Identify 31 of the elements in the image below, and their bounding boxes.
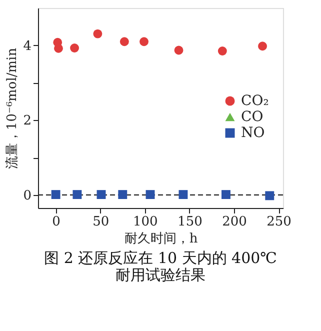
x-axis-title: 耐久时间，h	[124, 232, 198, 246]
legend-label: CO₂	[241, 93, 269, 109]
point	[93, 29, 102, 38]
y-tick-label: 4	[23, 38, 32, 54]
point	[222, 190, 230, 200]
point	[146, 190, 155, 200]
point	[120, 37, 129, 46]
point	[70, 44, 79, 52]
x-tick-label: 0	[52, 214, 60, 230]
point	[118, 190, 128, 200]
legend-label: CO	[241, 109, 264, 125]
point	[54, 44, 63, 53]
y-axis-title: 流量，10⁻⁶mol/min	[4, 47, 20, 170]
y-tick-label: 0	[23, 188, 32, 204]
legend-label: NO	[241, 125, 265, 141]
x-tick-label: 200	[222, 214, 247, 230]
x-tick-label: 250	[266, 214, 292, 230]
x-tick-label: 150	[178, 214, 202, 230]
x-tick-label: 100	[132, 214, 158, 230]
x-tick-label: 50	[92, 214, 110, 230]
text: 图 2 还原反应在 10 天内的 400℃ 耐用试验结果	[44, 249, 277, 284]
y-tick-label: 2	[23, 114, 32, 129]
point	[178, 190, 188, 200]
point	[265, 191, 274, 200]
point	[96, 190, 106, 200]
point	[72, 190, 82, 200]
point	[218, 46, 227, 56]
point	[51, 190, 60, 200]
point	[258, 42, 267, 51]
point	[174, 46, 184, 55]
point	[140, 37, 148, 46]
